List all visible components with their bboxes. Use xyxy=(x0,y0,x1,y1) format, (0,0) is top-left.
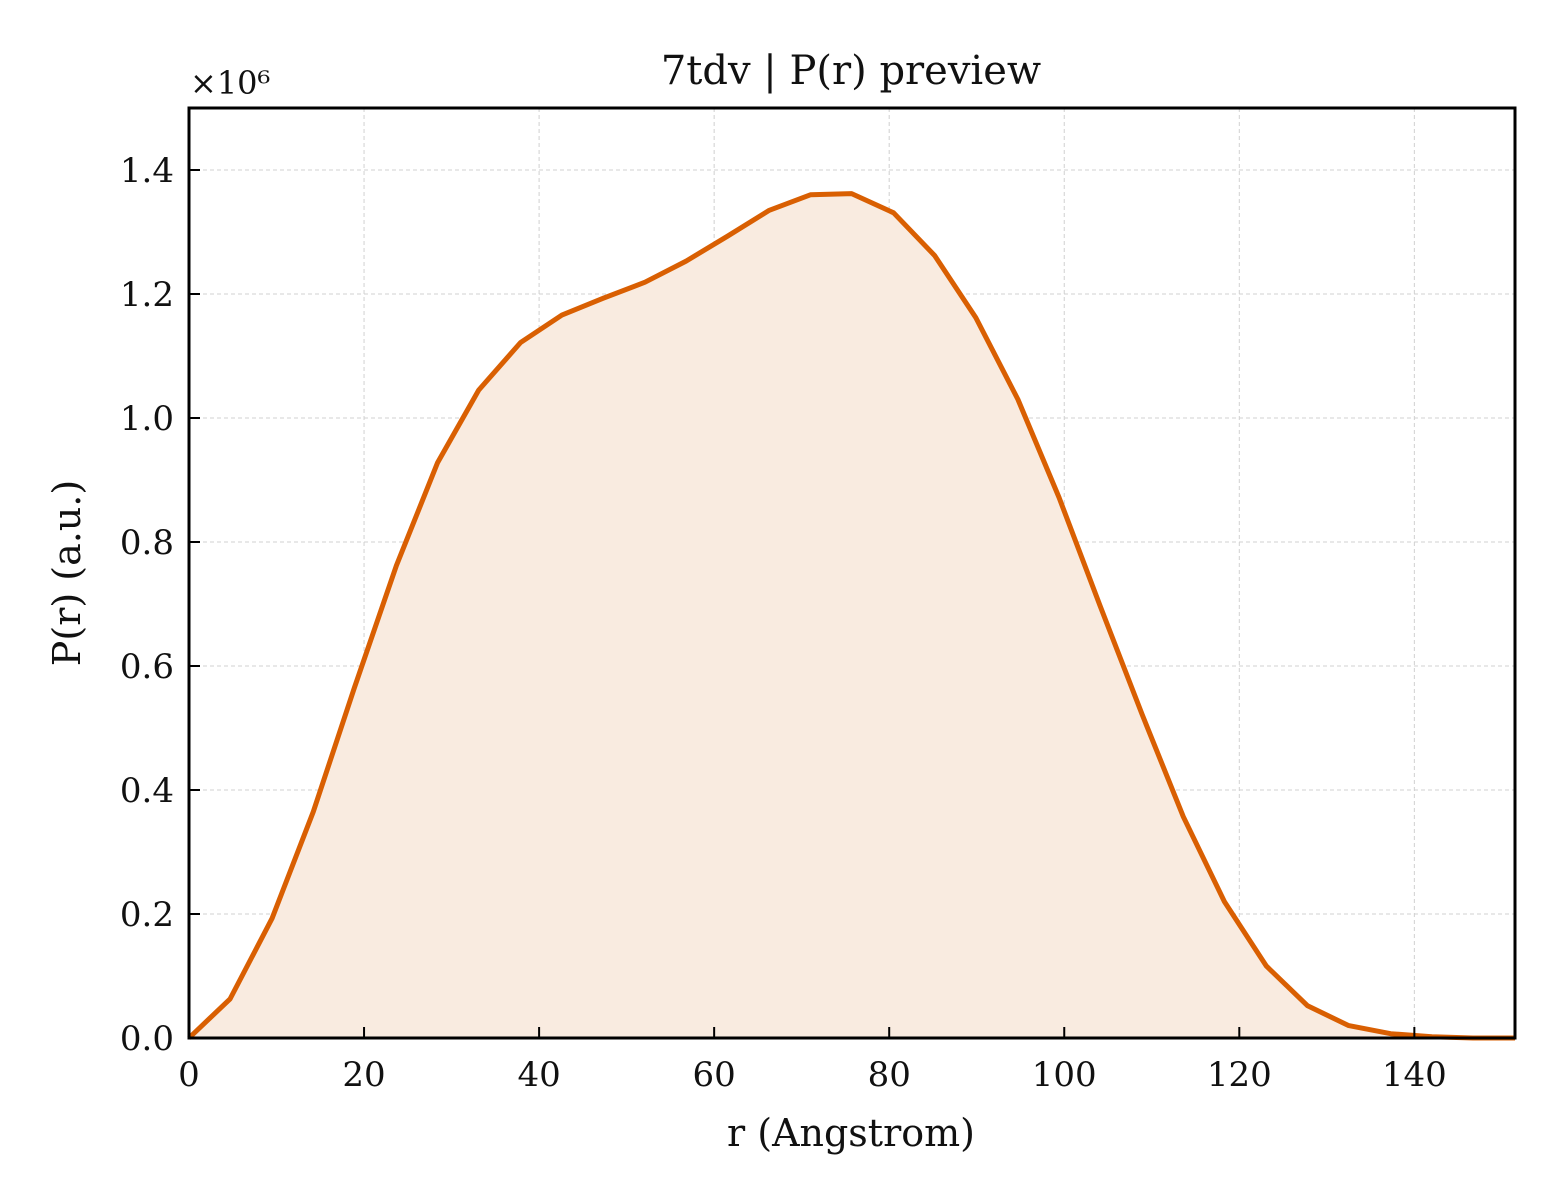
y-tick-label: 0.4 xyxy=(120,771,174,811)
y-axis-label: P(r) (a.u.) xyxy=(45,480,89,666)
chart-title: 7tdv | P(r) preview xyxy=(661,48,1041,94)
x-tick-label: 40 xyxy=(517,1055,560,1095)
y-tick-label: 1.0 xyxy=(120,399,174,439)
y-tick-label: 1.2 xyxy=(120,275,174,315)
area-fill xyxy=(189,193,1515,1039)
series-line xyxy=(187,191,1515,1041)
x-tick-label: 140 xyxy=(1382,1055,1447,1095)
y-tick-label: 0.0 xyxy=(120,1019,174,1059)
tick-layer: 0 20 40 60 80 100 120 140 0.0 0.2 0.4 0.6 0.8 1.0 1.2 1… xyxy=(120,151,1447,1095)
x-axis-label: r (Angstrom) xyxy=(727,1111,975,1155)
y-tick-label: 1.4 xyxy=(120,151,174,191)
x-tick-label: 120 xyxy=(1207,1055,1272,1095)
y-tick-label: 0.2 xyxy=(120,895,174,935)
y-multiplier-label: ×10⁶ xyxy=(190,64,270,102)
x-tick-label: 20 xyxy=(342,1055,385,1095)
plot-frame xyxy=(187,106,1517,1040)
y-tick-label: 0.6 xyxy=(120,647,174,687)
x-tick-label: 80 xyxy=(868,1055,911,1095)
y-tick-label: 0.8 xyxy=(120,523,174,563)
x-tick-label: 100 xyxy=(1032,1055,1097,1095)
x-tick-label: 60 xyxy=(693,1055,736,1095)
x-tick-label: 0 xyxy=(178,1055,200,1095)
